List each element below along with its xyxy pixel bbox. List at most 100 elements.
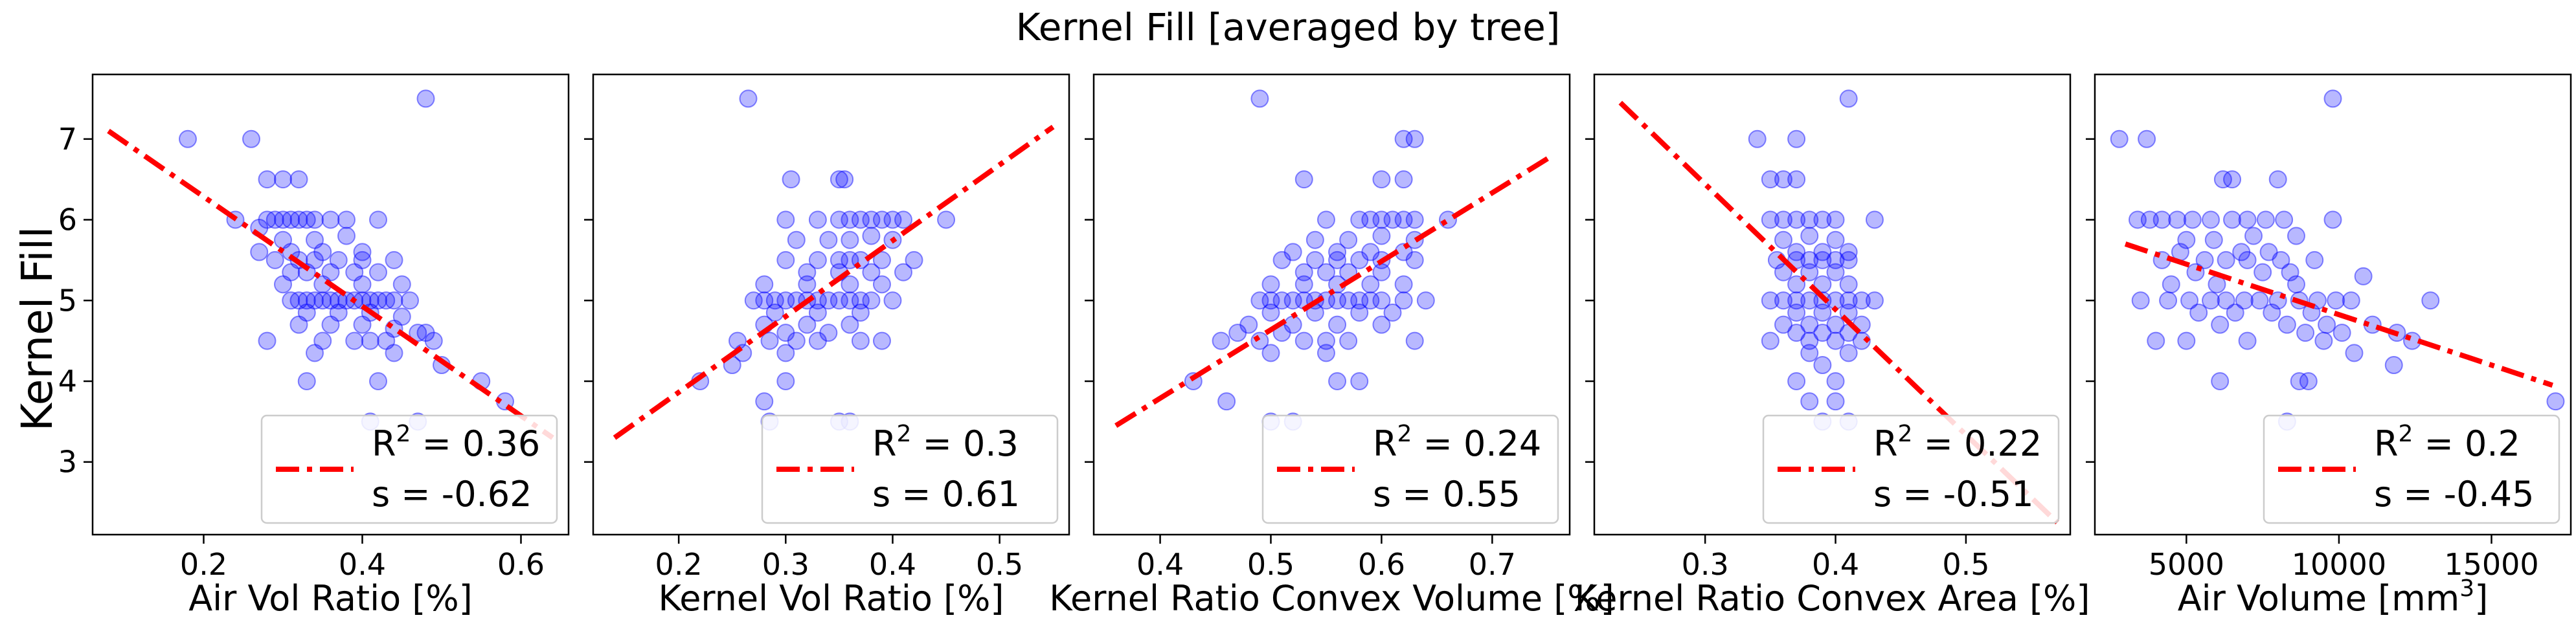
y-tick-label: 3: [58, 445, 77, 480]
data-point: [851, 291, 870, 310]
data-point: [1405, 129, 1424, 148]
data-point: [2259, 243, 2278, 261]
y-tick-label: 5: [58, 283, 77, 318]
data-point: [862, 263, 881, 282]
data-point: [401, 291, 419, 310]
data-point: [1787, 372, 1806, 390]
x-tick-label: 0.7: [1469, 547, 1516, 582]
data-point: [835, 170, 854, 189]
data-point: [297, 291, 316, 310]
data-point: [2168, 210, 2187, 229]
data-point: [353, 275, 372, 294]
plot-content: [2110, 89, 2565, 431]
data-point: [2275, 210, 2294, 229]
legend-r2-text: R2 = 0.3: [872, 421, 1019, 464]
plot-content: [107, 89, 554, 440]
legend-r2-text: R2 = 0.36: [372, 421, 540, 464]
data-point: [2232, 243, 2251, 261]
legend-r2-text: R2 = 0.22: [1873, 421, 2042, 464]
data-point: [894, 263, 912, 282]
data-point: [787, 230, 806, 249]
data-point: [1283, 291, 1302, 310]
data-point: [830, 210, 848, 229]
data-point: [2290, 372, 2309, 390]
data-point: [808, 331, 827, 350]
data-point: [369, 372, 387, 390]
data-point: [282, 210, 300, 229]
data-point: [345, 263, 364, 282]
data-point: [1787, 170, 1806, 189]
data-point: [306, 230, 324, 249]
data-point: [1800, 291, 1819, 310]
data-point: [306, 210, 324, 229]
data-point: [424, 331, 443, 350]
x-tick-label: 5000: [2149, 547, 2224, 582]
data-point: [2223, 210, 2242, 229]
shared-y-axis-label: Kernel Fill: [12, 227, 62, 432]
data-point: [2546, 392, 2565, 411]
data-point: [258, 331, 277, 350]
data-point: [289, 210, 308, 229]
x-axis-label: Kernel Ratio Convex Area [%]: [1575, 578, 2090, 619]
data-point: [274, 210, 292, 229]
data-point: [266, 250, 284, 269]
x-tick-label: 0.2: [655, 547, 703, 582]
data-point: [1865, 291, 1884, 310]
y-tick-label: 7: [58, 122, 77, 157]
data-point: [1350, 291, 1369, 310]
legend-box: [260, 414, 558, 524]
data-point: [409, 324, 427, 342]
data-point: [776, 210, 795, 229]
data-point: [1316, 344, 1335, 362]
data-point: [258, 170, 277, 189]
data-point: [1839, 291, 1858, 310]
data-point: [1261, 275, 1280, 294]
data-point: [1328, 250, 1347, 269]
data-point: [798, 275, 817, 294]
data-point: [1839, 243, 1858, 261]
data-point: [385, 291, 403, 310]
data-point: [1294, 263, 1313, 282]
data-point: [1761, 170, 1779, 189]
figure-title: Kernel Fill [averaged by tree]: [1016, 5, 1561, 49]
x-tick-label: 0.4: [1136, 547, 1184, 582]
data-point: [1250, 291, 1269, 310]
data-point: [819, 324, 838, 342]
data-point: [1383, 210, 1402, 229]
fit-line: [613, 124, 1055, 440]
data-point: [2128, 210, 2147, 229]
data-point: [830, 291, 848, 310]
data-point: [851, 210, 870, 229]
data-point: [1339, 331, 1358, 350]
data-point: [841, 210, 859, 229]
data-point: [2202, 291, 2220, 310]
data-point: [329, 303, 348, 322]
data-point: [1383, 303, 1402, 322]
data-point: [1813, 324, 1832, 342]
data-point: [744, 291, 763, 310]
data-point: [782, 170, 800, 189]
data-point: [1839, 275, 1858, 294]
data-point: [1350, 303, 1369, 322]
data-point: [872, 250, 891, 269]
data-point: [2152, 210, 2171, 229]
legend-s-text: s = 0.55: [1373, 474, 1520, 515]
data-point: [1328, 291, 1347, 310]
data-point: [258, 210, 277, 229]
data-point: [1405, 331, 1424, 350]
data-point: [1800, 392, 1819, 411]
data-point: [416, 324, 435, 342]
data-point: [1813, 356, 1832, 375]
data-point: [1272, 291, 1291, 310]
data-point: [289, 315, 308, 334]
data-point: [2323, 210, 2342, 229]
data-point: [1305, 250, 1324, 269]
data-point: [1787, 303, 1806, 322]
data-point: [385, 250, 403, 269]
legend-s-text: s = -0.62: [372, 474, 532, 515]
data-point: [1212, 331, 1230, 350]
data-point: [297, 372, 316, 390]
